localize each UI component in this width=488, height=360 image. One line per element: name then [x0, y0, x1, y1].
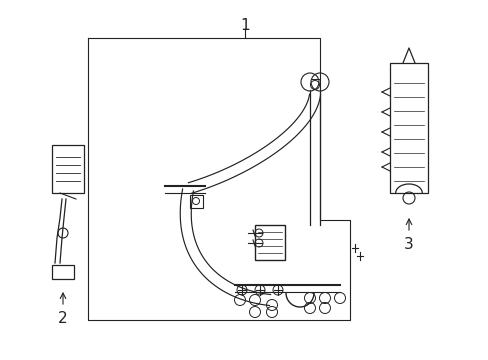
Bar	[52, 265, 74, 279]
Bar	[52, 145, 84, 193]
Text: 2: 2	[58, 311, 68, 326]
Bar	[190, 195, 203, 208]
Bar	[254, 225, 285, 260]
Text: 1: 1	[240, 18, 249, 33]
Text: 3: 3	[403, 237, 413, 252]
Bar	[389, 63, 427, 193]
